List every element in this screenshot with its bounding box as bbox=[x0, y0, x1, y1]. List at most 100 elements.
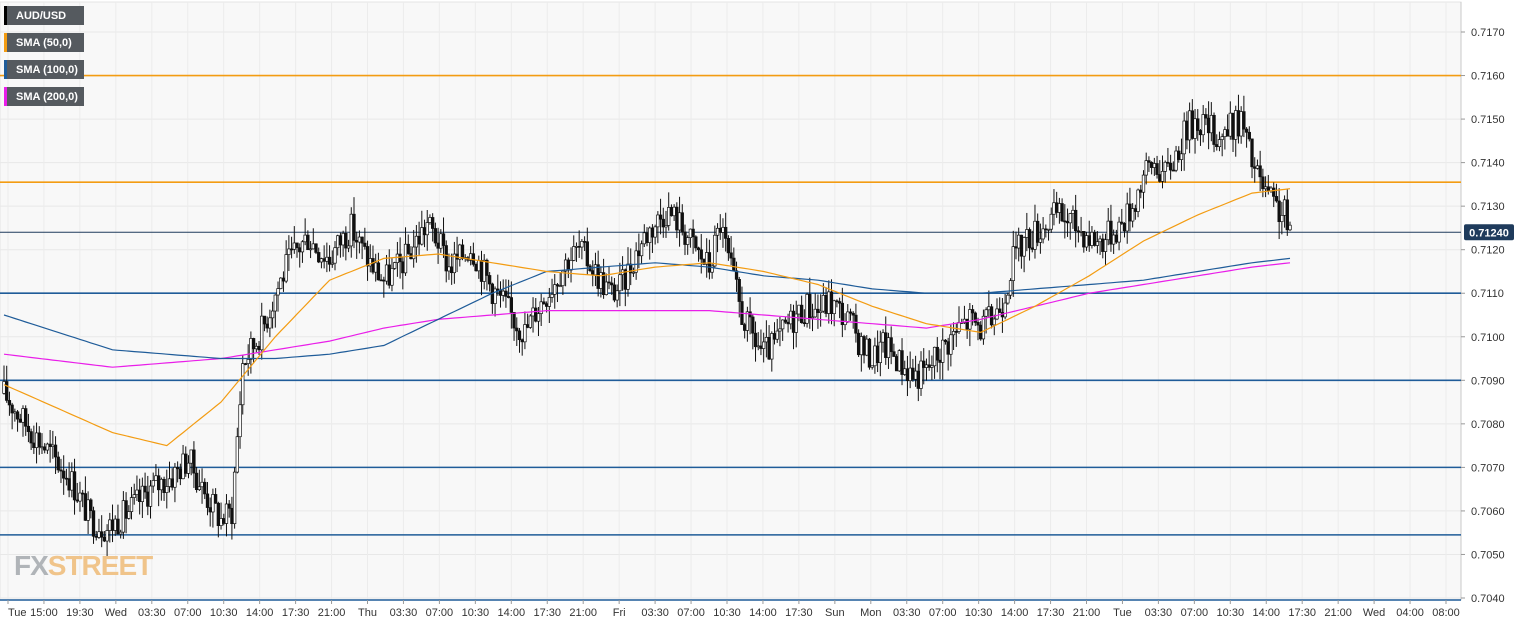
candle-body bbox=[441, 233, 446, 246]
candle-body bbox=[1046, 228, 1051, 231]
candle-body bbox=[232, 471, 237, 525]
candle-body bbox=[444, 245, 448, 272]
candle-body bbox=[447, 266, 451, 272]
candle-body bbox=[512, 312, 516, 329]
candle-body bbox=[550, 294, 554, 298]
candle-body bbox=[349, 213, 353, 247]
legend-item-sma-200[interactable]: SMA (200,0) bbox=[4, 87, 84, 106]
candles-group bbox=[2, 94, 1292, 558]
candle-body bbox=[791, 310, 796, 333]
candle-body bbox=[927, 364, 931, 368]
candle-body bbox=[360, 236, 364, 244]
candle-body bbox=[1011, 246, 1015, 281]
fxstreet-watermark: FXSTREET bbox=[14, 550, 153, 582]
legend-item-sma-50[interactable]: SMA (50,0) bbox=[4, 33, 84, 52]
candle-body bbox=[572, 246, 576, 261]
candle-body bbox=[1063, 220, 1067, 223]
candle-body bbox=[162, 478, 166, 493]
x-tick-label: 10:30 bbox=[965, 607, 993, 619]
candle-body bbox=[86, 499, 90, 521]
candle-body bbox=[336, 235, 340, 249]
candle-body bbox=[1125, 203, 1129, 232]
legend-swatch-icon bbox=[4, 6, 7, 25]
x-tick-label: 21:00 bbox=[318, 607, 346, 619]
candle-body bbox=[1253, 166, 1257, 169]
candle-body bbox=[846, 311, 850, 322]
legend-swatch-icon bbox=[4, 60, 7, 79]
y-tick-label: 0.7160 bbox=[1471, 71, 1505, 83]
x-tick-label: 03:30 bbox=[893, 607, 921, 619]
candle-body bbox=[431, 217, 435, 229]
candle-body bbox=[1033, 220, 1037, 250]
candle-body bbox=[151, 480, 155, 487]
candle-body bbox=[398, 253, 402, 263]
candle-body bbox=[1065, 221, 1070, 224]
candle-body bbox=[387, 264, 391, 286]
candle-body bbox=[194, 472, 199, 491]
candle-body bbox=[770, 333, 774, 360]
candle-body bbox=[1263, 186, 1268, 190]
candle-body bbox=[1114, 234, 1119, 243]
candle-body bbox=[797, 304, 801, 315]
candle-body bbox=[219, 518, 223, 526]
candle-body bbox=[211, 494, 215, 513]
candle-body bbox=[1288, 224, 1292, 231]
candle-body bbox=[1071, 209, 1075, 214]
candle-body bbox=[938, 359, 942, 363]
candle-body bbox=[631, 271, 636, 274]
legend-label: SMA (100,0) bbox=[16, 63, 78, 76]
candle-body bbox=[116, 518, 120, 535]
candle-body bbox=[501, 290, 505, 296]
candle-body bbox=[186, 462, 191, 474]
candle-body bbox=[951, 331, 956, 336]
candle-body bbox=[894, 356, 899, 372]
candle-body bbox=[1122, 223, 1127, 232]
y-tick-label: 0.7150 bbox=[1471, 114, 1505, 126]
candle-body bbox=[1258, 165, 1262, 178]
candle-body bbox=[1093, 231, 1097, 246]
candle-body bbox=[1130, 208, 1135, 222]
candle-body bbox=[1003, 302, 1007, 318]
legend-item-audusd[interactable]: AUD/USD bbox=[4, 6, 84, 25]
candle-body bbox=[528, 315, 532, 328]
candle-body bbox=[100, 531, 104, 538]
candle-body bbox=[450, 266, 454, 274]
candle-body bbox=[1261, 176, 1265, 190]
x-tick-label: 21:00 bbox=[1073, 607, 1101, 619]
candle-body bbox=[884, 332, 888, 358]
candle-body bbox=[181, 453, 185, 480]
candle-body bbox=[759, 345, 763, 349]
x-tick-label: Mon bbox=[860, 607, 881, 619]
candle-body bbox=[159, 478, 164, 491]
candle-body bbox=[75, 499, 79, 502]
candle-body bbox=[439, 233, 443, 249]
candle-body bbox=[1141, 174, 1146, 193]
candle-body bbox=[395, 253, 400, 263]
candle-body bbox=[124, 500, 128, 519]
candle-body bbox=[566, 259, 570, 271]
candle-body bbox=[829, 291, 834, 315]
candle-body bbox=[140, 485, 145, 502]
candle-body bbox=[1055, 202, 1059, 213]
candle-body bbox=[637, 250, 641, 257]
candle-body bbox=[26, 425, 31, 432]
candle-body bbox=[897, 350, 901, 372]
candle-body bbox=[626, 263, 630, 290]
candle-body bbox=[1087, 235, 1091, 246]
candle-body bbox=[1036, 220, 1040, 243]
candle-body bbox=[317, 252, 321, 263]
candle-body bbox=[108, 519, 112, 531]
watermark-street: STREET bbox=[47, 550, 153, 581]
candle-body bbox=[129, 497, 134, 512]
candle-body bbox=[460, 244, 465, 259]
candle-body bbox=[992, 318, 996, 326]
y-tick-label: 0.7100 bbox=[1471, 332, 1505, 344]
candle-body bbox=[306, 234, 310, 251]
candle-body bbox=[2, 381, 6, 394]
legend-item-sma-100[interactable]: SMA (100,0) bbox=[4, 60, 84, 79]
candle-body bbox=[1128, 203, 1132, 222]
candle-body bbox=[477, 260, 481, 272]
candle-body bbox=[322, 258, 326, 262]
x-tick-label: 15:00 bbox=[30, 607, 58, 619]
